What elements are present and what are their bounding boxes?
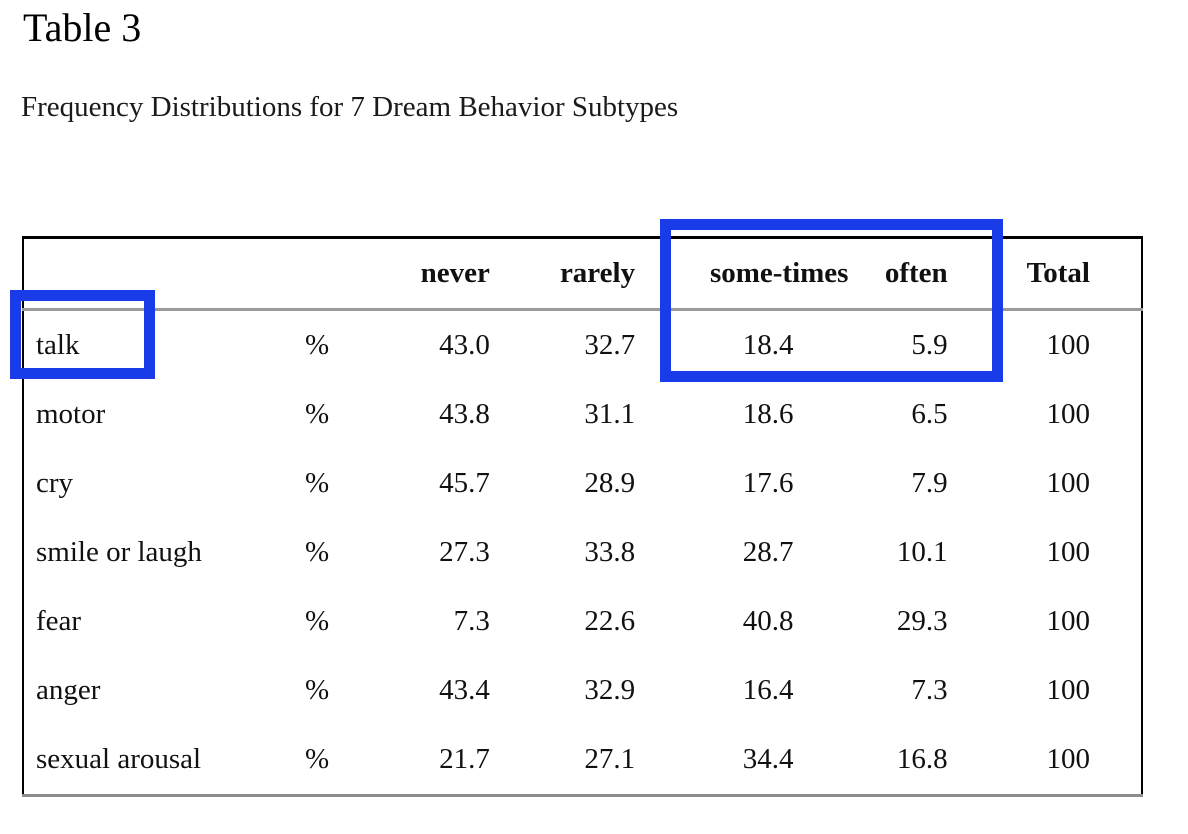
highlight-box-talk-label: [10, 290, 155, 379]
table-row-talk: talk % 43.0 32.7 18.4 5.9 100: [23, 310, 1142, 381]
cell-rarely: 27.1: [584, 743, 636, 775]
row-label: smile or laugh: [36, 536, 202, 568]
cell-sometimes: 28.7: [742, 536, 794, 568]
cell-total: 100: [1046, 605, 1091, 637]
row-label: fear: [36, 605, 82, 637]
row-label: motor: [36, 398, 106, 430]
cell-never: 45.7: [439, 467, 490, 499]
cell-total: 100: [1046, 467, 1091, 499]
percent-sign: %: [304, 743, 330, 775]
frequency-table: never rarely some-times often Total talk…: [22, 236, 1143, 797]
table-row-cry: cry % 45.7 28.9 17.6 7.9 100: [23, 449, 1142, 518]
cell-never: 7.3: [453, 605, 490, 637]
cell-total: 100: [1046, 674, 1091, 706]
column-header-never: never: [339, 237, 500, 311]
cell-often: 6.5: [911, 398, 948, 430]
table-row-motor: motor % 43.8 31.1 18.6 6.5 100: [23, 380, 1142, 449]
highlight-box-sometimes-often: [660, 219, 1003, 382]
cell-total: 100: [1046, 536, 1091, 568]
cell-sometimes: 34.4: [742, 743, 794, 775]
cell-rarely: 33.8: [584, 536, 636, 568]
cell-never: 43.0: [439, 329, 490, 361]
table-row-fear: fear % 7.3 22.6 40.8 29.3 100: [23, 587, 1142, 656]
cell-rarely: 31.1: [584, 398, 636, 430]
cell-rarely: 22.6: [584, 605, 636, 637]
table-number-title: Table 3: [23, 5, 142, 50]
cell-total: 100: [1046, 398, 1091, 430]
table-caption: Frequency Distributions for 7 Dream Beha…: [21, 91, 679, 123]
cell-often: 7.3: [911, 674, 948, 706]
column-header-sometimes: some-times: [645, 237, 859, 311]
percent-sign: %: [304, 536, 330, 568]
cell-rarely: 32.7: [584, 329, 636, 361]
cell-sometimes: 17.6: [742, 467, 794, 499]
column-header-often: often: [858, 237, 958, 311]
row-label: cry: [36, 467, 74, 499]
column-header-total: Total: [957, 237, 1142, 311]
table-row-smile-or-laugh: smile or laugh % 27.3 33.8 28.7 10.1 100: [23, 518, 1142, 587]
table-header-row: never rarely some-times often Total: [23, 237, 1142, 311]
row-label: talk: [36, 329, 80, 361]
column-header-unit: [294, 237, 340, 311]
cell-sometimes: 16.4: [742, 674, 794, 706]
cell-often: 10.1: [896, 536, 948, 568]
cell-never: 21.7: [439, 743, 490, 775]
cell-often: 29.3: [896, 605, 948, 637]
row-label: anger: [36, 674, 101, 706]
cell-total: 100: [1046, 329, 1091, 361]
cell-never: 43.4: [439, 674, 490, 706]
column-header-rarely: rarely: [499, 237, 646, 311]
cell-often: 16.8: [896, 743, 948, 775]
cell-rarely: 32.9: [584, 674, 636, 706]
percent-sign: %: [304, 329, 330, 361]
percent-sign: %: [304, 674, 330, 706]
cell-sometimes: 18.6: [742, 398, 794, 430]
cell-rarely: 28.9: [584, 467, 636, 499]
cell-total: 100: [1046, 743, 1091, 775]
cell-sometimes: 40.8: [742, 605, 794, 637]
percent-sign: %: [304, 605, 330, 637]
cell-often: 5.9: [911, 329, 948, 361]
cell-often: 7.9: [911, 467, 948, 499]
cell-sometimes: 18.4: [742, 329, 794, 361]
cell-never: 27.3: [439, 536, 490, 568]
table-row-sexual-arousal: sexual arousal % 21.7 27.1 34.4 16.8 100: [23, 725, 1142, 796]
table-row-anger: anger % 43.4 32.9 16.4 7.3 100: [23, 656, 1142, 725]
percent-sign: %: [304, 467, 330, 499]
cell-never: 43.8: [439, 398, 490, 430]
row-label: sexual arousal: [36, 743, 202, 775]
percent-sign: %: [304, 398, 330, 430]
